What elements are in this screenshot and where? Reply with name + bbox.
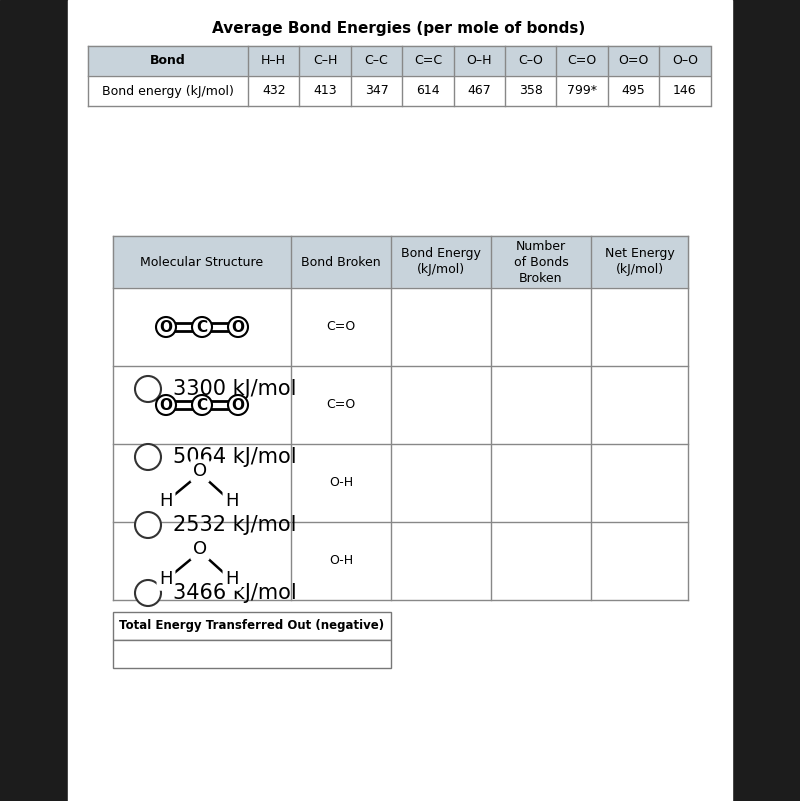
Bar (113, 522, 688, 600)
Bar (0, 0, 68, 801)
Circle shape (156, 395, 176, 415)
Circle shape (135, 580, 161, 606)
Text: 358: 358 (518, 84, 542, 98)
Circle shape (192, 317, 212, 337)
Text: Molecular Structure: Molecular Structure (141, 256, 263, 268)
Text: O: O (231, 320, 245, 335)
Text: H: H (159, 570, 173, 588)
Circle shape (135, 444, 161, 470)
Circle shape (228, 395, 248, 415)
Text: Bond Energy
(kJ/mol): Bond Energy (kJ/mol) (401, 248, 481, 276)
Text: Bond: Bond (150, 54, 186, 67)
Bar (113, 288, 688, 366)
Text: C–O: C–O (518, 54, 543, 67)
Text: O–H: O–H (466, 54, 492, 67)
Text: O–O: O–O (672, 54, 698, 67)
Circle shape (228, 317, 248, 337)
Text: H: H (159, 492, 173, 510)
Text: 413: 413 (314, 84, 337, 98)
Text: O: O (193, 462, 207, 480)
Text: O-H: O-H (329, 554, 353, 567)
Text: 2532 kJ/mol: 2532 kJ/mol (173, 515, 297, 535)
Text: 495: 495 (622, 84, 646, 98)
Text: 614: 614 (416, 84, 440, 98)
Text: C–C: C–C (365, 54, 388, 67)
Text: Average Bond Energies (per mole of bonds): Average Bond Energies (per mole of bonds… (212, 21, 586, 36)
Text: 3300 kJ/mol: 3300 kJ/mol (173, 379, 297, 399)
Text: 799*: 799* (567, 84, 597, 98)
Text: O: O (193, 540, 207, 558)
Bar (732, 0, 800, 801)
Bar (113, 444, 688, 522)
Circle shape (135, 376, 161, 402)
Text: H: H (226, 492, 238, 510)
Text: 432: 432 (262, 84, 286, 98)
Text: O: O (159, 397, 173, 413)
Bar (88, 46, 710, 76)
Text: Total Energy Transferred Out (negative): Total Energy Transferred Out (negative) (119, 619, 385, 633)
Text: Number
of Bonds
Broken: Number of Bonds Broken (514, 239, 568, 284)
Text: Bond energy (kJ/mol): Bond energy (kJ/mol) (102, 84, 234, 98)
Bar (113, 236, 688, 288)
Text: C=O: C=O (567, 54, 597, 67)
Text: O: O (231, 397, 245, 413)
Text: O: O (159, 320, 173, 335)
Bar (113, 366, 688, 444)
Text: C=O: C=O (326, 320, 356, 333)
Circle shape (156, 317, 176, 337)
Text: C=C: C=C (414, 54, 442, 67)
Text: Bond Broken: Bond Broken (301, 256, 381, 268)
Circle shape (135, 512, 161, 538)
Text: C: C (197, 320, 207, 335)
Bar (88, 76, 710, 106)
Text: C–H: C–H (313, 54, 338, 67)
Text: 347: 347 (365, 84, 388, 98)
Text: H: H (226, 570, 238, 588)
Circle shape (192, 395, 212, 415)
Text: Net Energy
(kJ/mol): Net Energy (kJ/mol) (605, 248, 674, 276)
Bar (113, 612, 391, 640)
Text: 146: 146 (673, 84, 697, 98)
Text: C=O: C=O (326, 399, 356, 412)
Bar (68, 0, 732, 801)
Text: H–H: H–H (261, 54, 286, 67)
Text: 467: 467 (467, 84, 491, 98)
Text: O-H: O-H (329, 477, 353, 489)
Text: O=O: O=O (618, 54, 649, 67)
Bar (113, 640, 391, 668)
Text: 3466 kJ/mol: 3466 kJ/mol (173, 583, 297, 603)
Text: 5064 kJ/mol: 5064 kJ/mol (173, 447, 297, 467)
Text: C: C (197, 397, 207, 413)
